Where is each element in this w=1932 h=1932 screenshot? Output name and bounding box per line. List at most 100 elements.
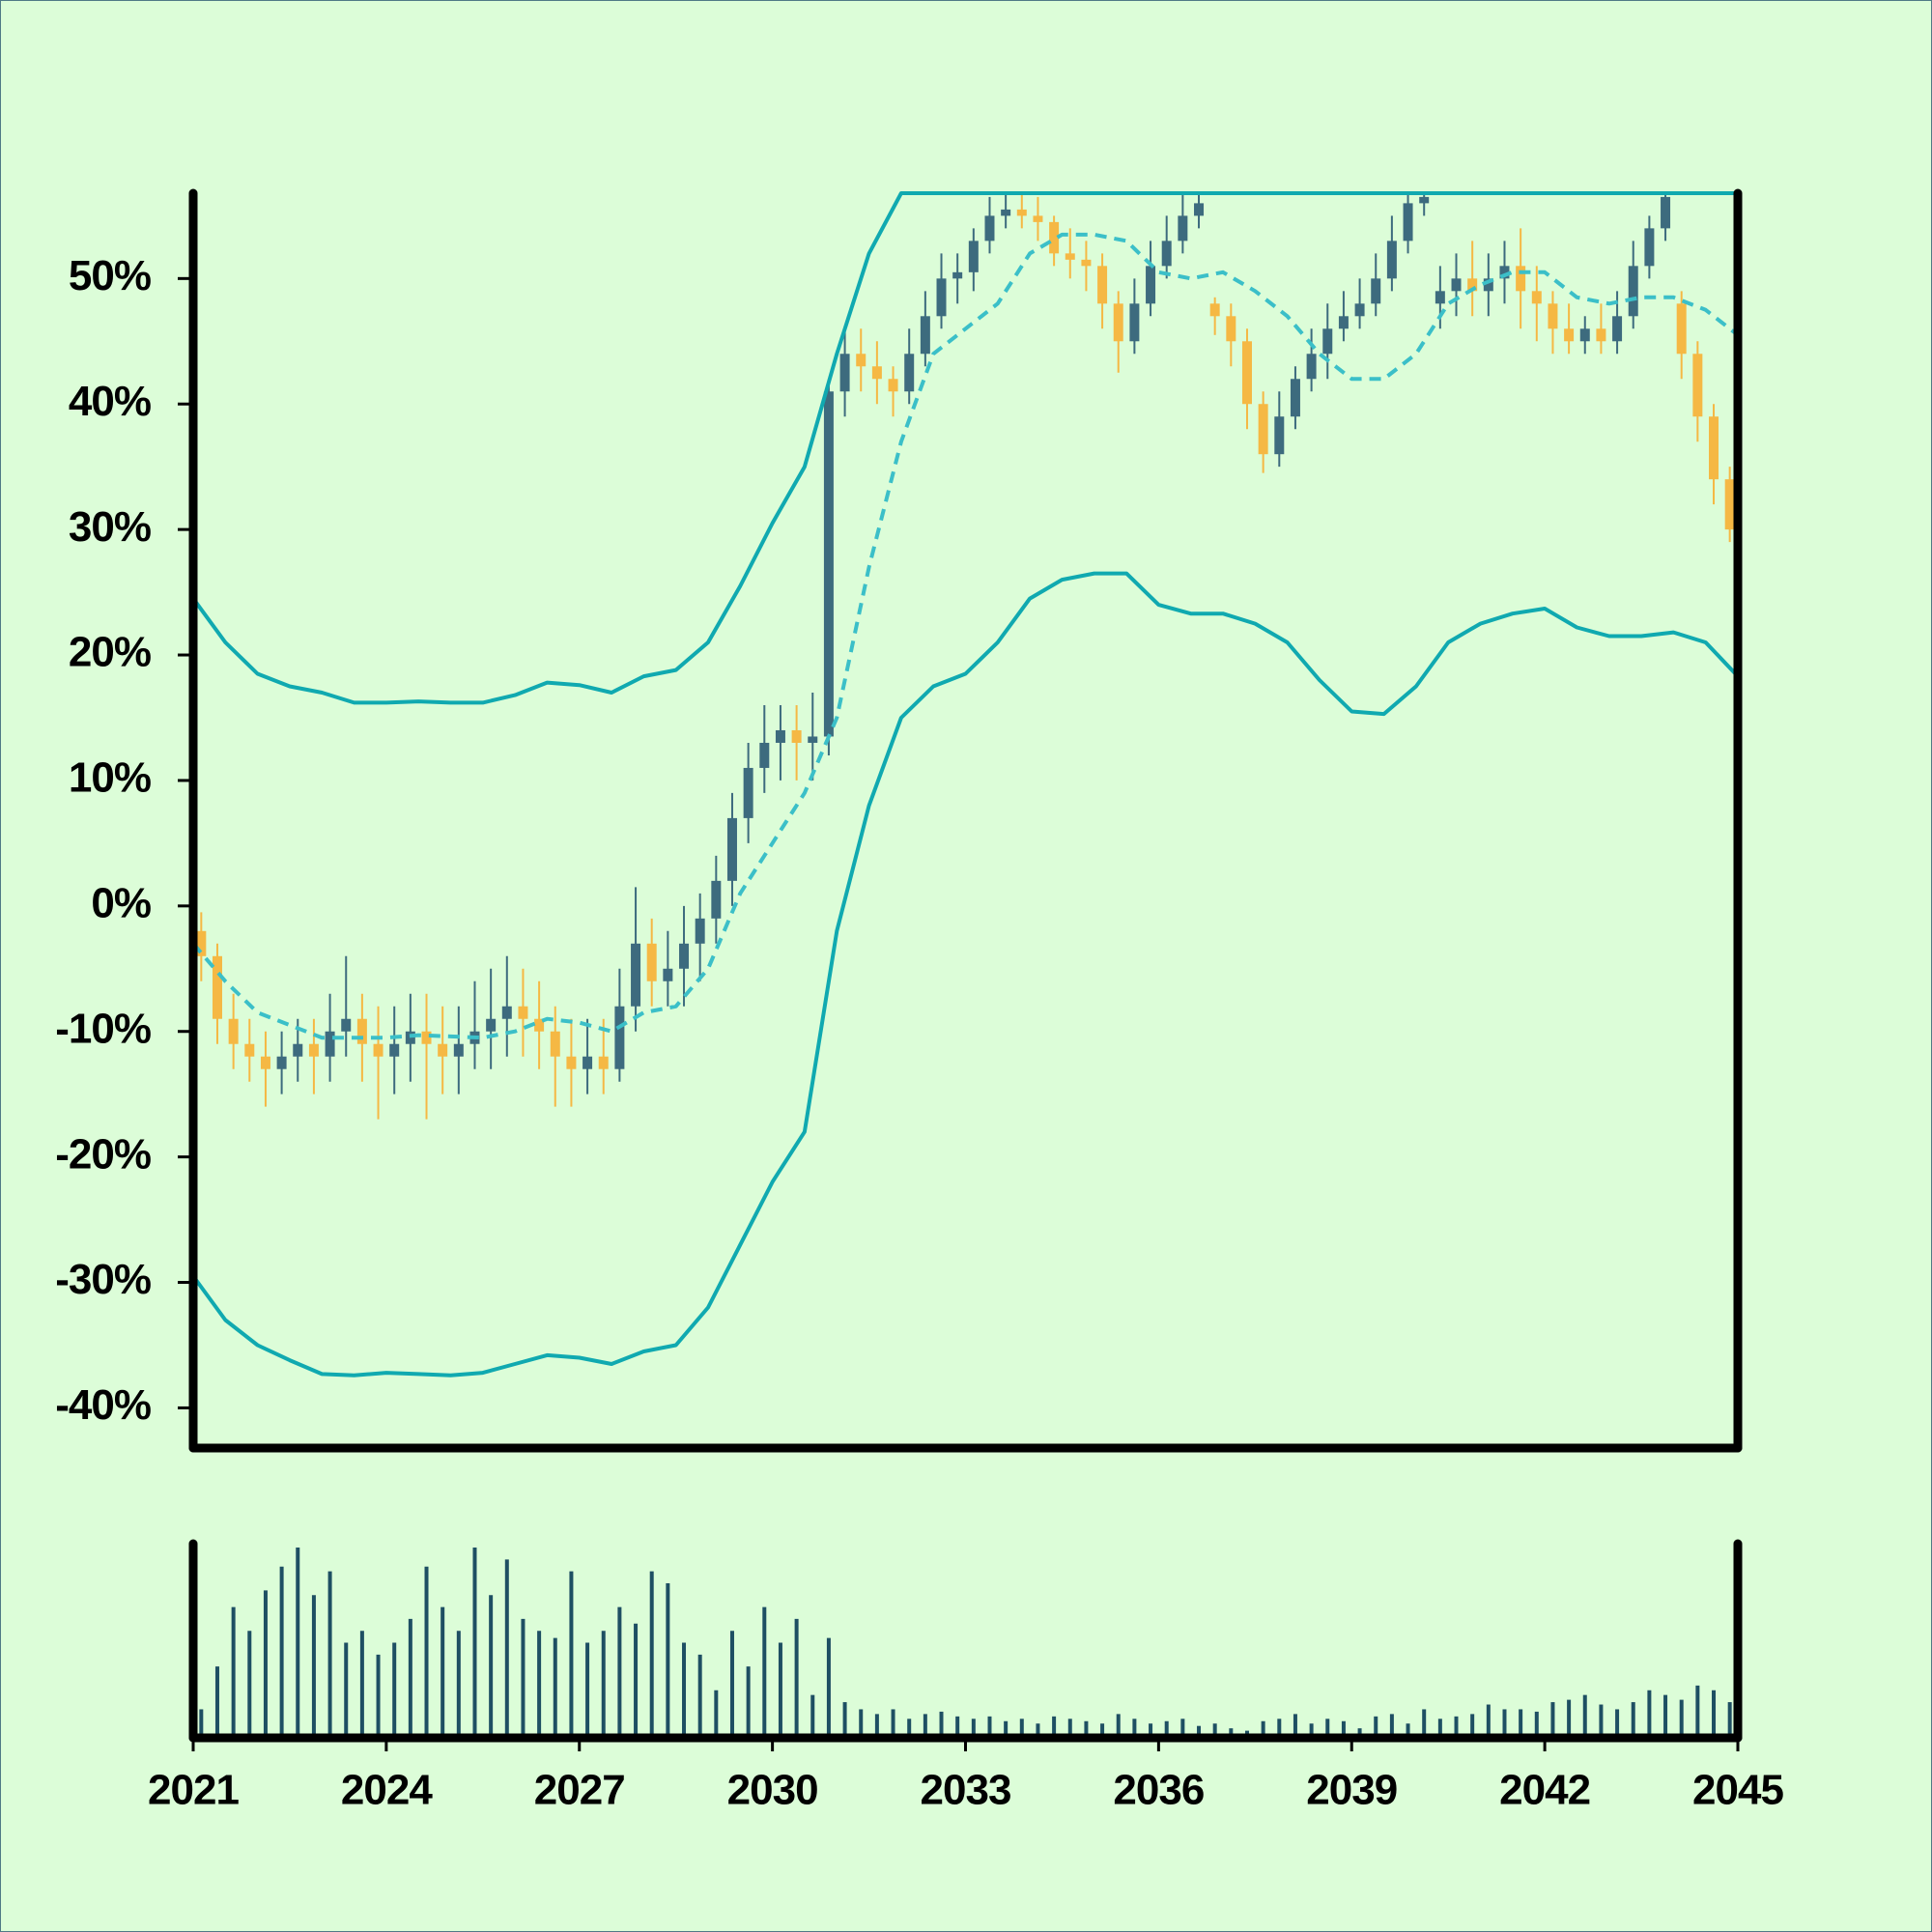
candle-body <box>276 1056 287 1069</box>
candle-body <box>373 1043 384 1057</box>
candle-body <box>646 943 657 981</box>
candle-body <box>1531 291 1542 304</box>
candle-body <box>1178 215 1188 242</box>
candle-body <box>920 316 930 355</box>
candle-body <box>614 1006 625 1069</box>
candle-body <box>1322 328 1333 355</box>
candle-body <box>1483 278 1493 292</box>
candle-body <box>1596 328 1606 342</box>
candle-body <box>679 943 690 969</box>
candle-body <box>1241 341 1252 405</box>
candle-body <box>631 943 641 1007</box>
candle-body <box>1097 266 1108 304</box>
candle-body <box>1419 196 1430 204</box>
y-tick-label: 30% <box>69 503 151 551</box>
candle-body <box>711 880 722 919</box>
candle-body <box>1081 259 1092 267</box>
candle-body <box>1129 303 1140 342</box>
candle-body <box>1467 278 1478 292</box>
y-tick-label: 20% <box>69 629 151 676</box>
candle-body <box>1724 479 1735 530</box>
candle-body <box>1548 303 1558 329</box>
candle-body <box>534 1018 545 1032</box>
candle-body <box>808 736 818 743</box>
candle-body <box>421 1031 432 1044</box>
candle-body <box>663 968 673 981</box>
candle-body <box>1274 416 1285 455</box>
candle-body <box>1226 316 1236 342</box>
candle-body <box>1290 379 1300 417</box>
candle-body <box>695 918 705 944</box>
y-tick-label: -20% <box>55 1130 151 1178</box>
candle-body <box>598 1056 609 1069</box>
candle-body <box>791 729 802 743</box>
band-upper <box>191 191 1738 705</box>
candle-body <box>1644 228 1655 267</box>
candle-body <box>1049 221 1060 254</box>
candle-body <box>244 1043 255 1057</box>
candle-body <box>1258 404 1268 455</box>
candle-body <box>325 1031 335 1057</box>
candle-body <box>968 241 979 272</box>
candle-body <box>1306 354 1317 380</box>
x-tick-label: 2039 <box>1306 1767 1397 1814</box>
candle-body <box>1451 278 1462 292</box>
candle-body <box>1146 266 1156 304</box>
candle-body <box>1692 354 1703 417</box>
x-tick-label: 2033 <box>921 1767 1011 1814</box>
candle-body <box>1676 303 1687 355</box>
candle-body <box>888 379 898 392</box>
candle-body <box>1499 266 1510 279</box>
candle-body <box>550 1031 560 1057</box>
candle-body <box>1001 209 1011 216</box>
candle-body <box>501 1006 512 1019</box>
candle-body <box>936 278 947 317</box>
candle-body <box>1386 241 1397 279</box>
candle-body <box>1516 266 1526 292</box>
candle-body <box>1161 241 1172 267</box>
candle-body <box>453 1043 464 1057</box>
y-tick-label: -10% <box>55 1005 151 1052</box>
band-middle <box>191 232 1740 1040</box>
candle-body <box>839 354 850 392</box>
candle-body <box>486 1018 497 1032</box>
y-tick-label: -40% <box>55 1381 151 1429</box>
y-tick-label: -30% <box>55 1256 151 1303</box>
candle-body <box>566 1056 577 1069</box>
candle-body <box>1354 303 1365 317</box>
candle-body <box>293 1043 303 1057</box>
candle-body <box>260 1056 270 1069</box>
candle-body <box>356 1018 367 1044</box>
candle-body <box>1564 328 1575 342</box>
candle-body <box>1579 328 1590 342</box>
candle-body <box>726 817 737 881</box>
candle-body <box>743 767 753 818</box>
x-tick-label: 2030 <box>727 1767 818 1814</box>
candle-body <box>856 354 867 367</box>
candle-body <box>759 742 770 768</box>
candle-body <box>1403 203 1413 242</box>
candle-body <box>1194 203 1205 216</box>
candle-body <box>871 366 882 380</box>
candle-body <box>518 1006 528 1019</box>
candle-body <box>1065 253 1075 260</box>
plot: -40% -30% -20% -10% 0% 10% 20% 30% 40% 50% 2021 202… <box>55 188 1784 1814</box>
candle-body <box>196 930 207 956</box>
candle-body <box>1628 266 1638 317</box>
x-tick-label: 2024 <box>341 1767 433 1814</box>
candle-body <box>212 955 222 1019</box>
candle-body <box>582 1056 593 1069</box>
candle-body <box>984 215 995 242</box>
candle-body <box>1016 209 1027 216</box>
candle-body <box>1338 316 1349 329</box>
y-tick-label: 10% <box>69 754 151 802</box>
x-tick-label: 2045 <box>1692 1767 1783 1814</box>
band-lower <box>191 571 1740 1378</box>
candle-body <box>1435 291 1445 304</box>
candle-body <box>1113 303 1123 342</box>
candle-body <box>389 1043 400 1057</box>
x-tick-label: 2021 <box>148 1767 239 1814</box>
